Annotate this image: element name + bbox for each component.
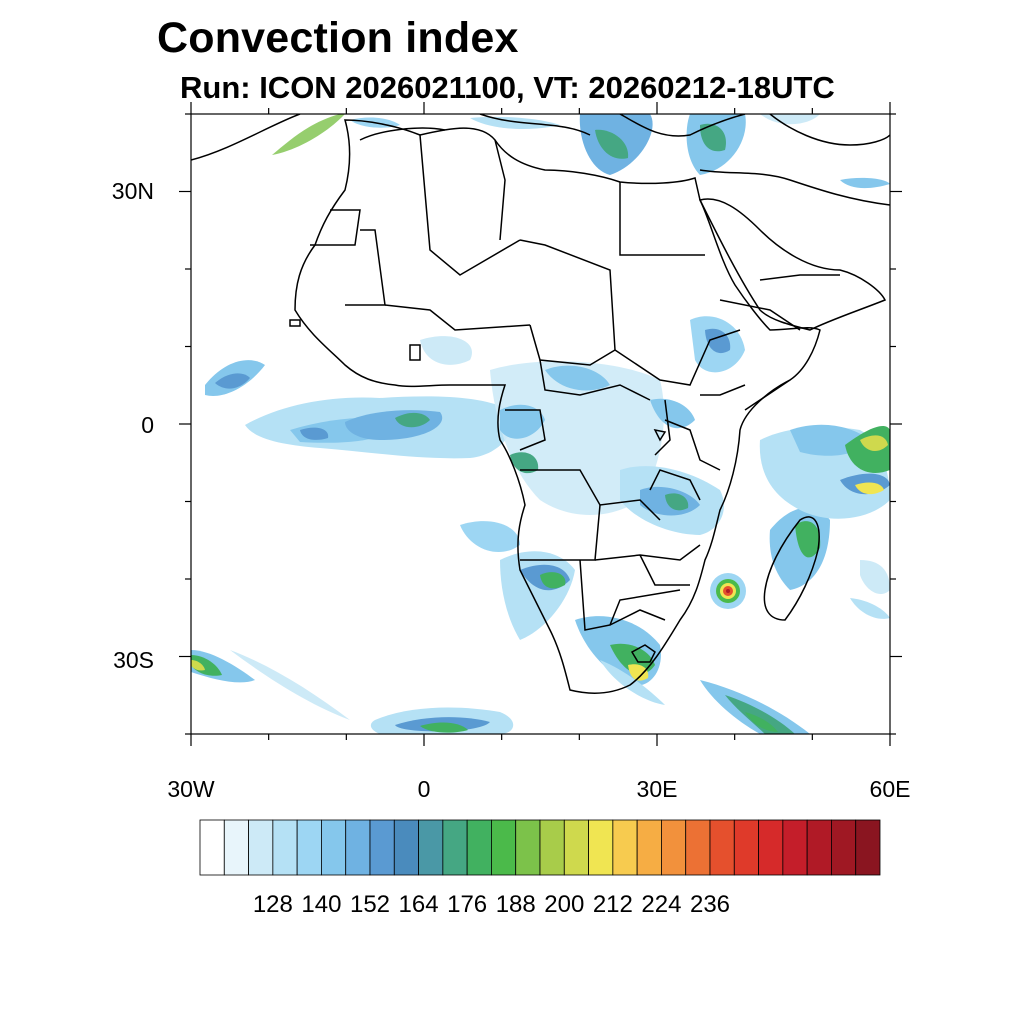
colorbar-swatch [515, 819, 541, 876]
colorbar-swatch [321, 819, 347, 876]
convection-field [191, 114, 890, 734]
colorbar-label: 212 [593, 891, 633, 918]
colorbar-label: 200 [544, 891, 584, 918]
colorbar-swatch [248, 819, 274, 876]
colorbar-swatch [272, 819, 298, 876]
colorbar-swatch [831, 819, 857, 876]
colorbar-label: 176 [447, 891, 487, 918]
colorbar-swatch [709, 819, 735, 876]
map-title: Convection index [157, 14, 519, 62]
colorbar-swatch [223, 819, 249, 876]
colorbar-label: 188 [496, 891, 536, 918]
colorbar-swatch [685, 819, 711, 876]
lat-label-30n: 30N [112, 178, 154, 204]
colorbar-swatch [296, 819, 322, 876]
colorbar-label: 140 [301, 891, 341, 918]
axis-ticks [179, 102, 902, 746]
colorbar-swatch [612, 819, 638, 876]
lat-label-30s: 30S [113, 647, 154, 673]
colorbar-swatch [855, 819, 881, 876]
lon-label-0: 0 [418, 776, 431, 802]
colorbar-swatch [588, 819, 614, 876]
colorbar-label: 224 [641, 891, 681, 918]
lon-label-60e: 60E [870, 776, 911, 802]
lon-label-30w: 30W [167, 776, 215, 802]
colorbar-swatch [345, 819, 371, 876]
colorbar-swatch [393, 819, 419, 876]
colorbar-swatch [758, 819, 784, 876]
colorbar-swatch [539, 819, 565, 876]
colorbar-label: 152 [350, 891, 390, 918]
colorbar-swatch [491, 819, 517, 876]
colorbar-swatch [806, 819, 832, 876]
colorbar-swatch [466, 819, 492, 876]
colorbar-swatch [418, 819, 444, 876]
colorbar-swatch [369, 819, 395, 876]
lon-label-30e: 30E [637, 776, 678, 802]
colorbar-swatch [199, 819, 225, 876]
colorbar-label: 164 [399, 891, 439, 918]
colorbar-swatch [563, 819, 589, 876]
colorbar [199, 819, 881, 876]
colorbar-swatch [442, 819, 468, 876]
coastlines-borders [191, 114, 890, 695]
colorbar-swatch [733, 819, 759, 876]
colorbar-label: 128 [253, 891, 293, 918]
colorbar-swatch [782, 819, 808, 876]
colorbar-swatch [661, 819, 687, 876]
map-subtitle: Run: ICON 2026021100, VT: 20260212-18UTC [180, 70, 835, 105]
colorbar-labels: 128 140 152 164 176 188 200 212 224 236 [253, 891, 730, 918]
colorbar-label: 236 [690, 891, 730, 918]
colorbar-swatch [636, 819, 662, 876]
lat-label-0: 0 [141, 412, 154, 438]
